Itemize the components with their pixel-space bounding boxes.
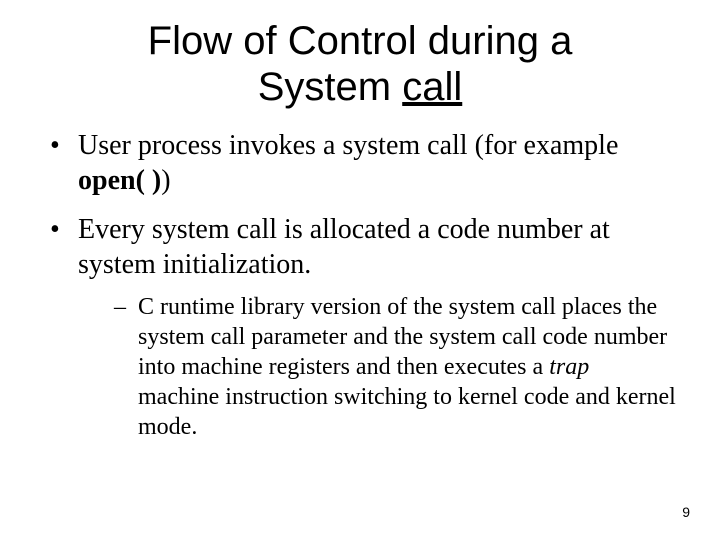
bullet-text-pre: User process invokes a system call (for … [78, 130, 618, 161]
bullet-list: User process invokes a system call (for … [44, 128, 676, 442]
bullet-text: Every system call is allocated a code nu… [78, 214, 610, 280]
title-line-2b: call [402, 65, 462, 109]
sub-text-post: machine instruction switching to kernel … [138, 384, 676, 440]
slide: Flow of Control during a System call Use… [0, 0, 720, 540]
sub-bullet-list: C runtime library version of the system … [78, 292, 676, 442]
bullet-text-post: ) [161, 165, 170, 196]
title-line-1: Flow of Control during a [148, 19, 573, 63]
sub-text-ital: trap [549, 354, 589, 380]
page-number: 9 [682, 504, 690, 520]
list-item: User process invokes a system call (for … [44, 128, 676, 198]
title-line-2a: System [258, 65, 402, 109]
list-item: C runtime library version of the system … [78, 292, 676, 442]
list-item: Every system call is allocated a code nu… [44, 212, 676, 442]
slide-title: Flow of Control during a System call [60, 18, 660, 110]
bullet-text-bold: open( ) [78, 165, 161, 196]
